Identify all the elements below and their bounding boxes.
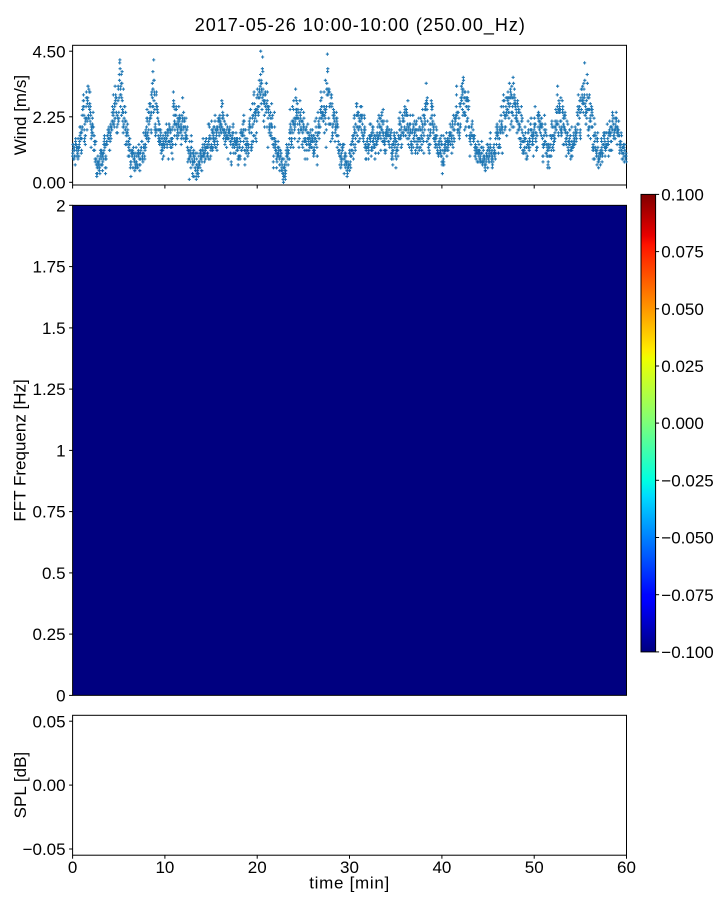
svg-text:−0.025: −0.025 xyxy=(661,471,713,490)
svg-text:time [min]: time [min] xyxy=(309,874,390,893)
svg-text:0.000: 0.000 xyxy=(661,414,704,433)
svg-text:Wind [m/s]: Wind [m/s] xyxy=(11,75,30,155)
svg-text:4.50: 4.50 xyxy=(33,42,66,61)
svg-text:0.5: 0.5 xyxy=(42,564,66,583)
svg-text:1.75: 1.75 xyxy=(33,258,66,277)
svg-text:−0.05: −0.05 xyxy=(23,840,66,859)
svg-text:0.025: 0.025 xyxy=(661,357,704,376)
svg-text:2: 2 xyxy=(56,196,65,215)
svg-text:−0.075: −0.075 xyxy=(661,586,713,605)
svg-text:0.05: 0.05 xyxy=(33,712,66,731)
svg-text:0.75: 0.75 xyxy=(33,503,66,522)
svg-text:0.00: 0.00 xyxy=(33,174,66,193)
svg-text:0.100: 0.100 xyxy=(661,186,704,205)
svg-text:40: 40 xyxy=(432,858,451,877)
svg-text:0: 0 xyxy=(56,687,65,706)
svg-text:0: 0 xyxy=(68,858,77,877)
svg-text:1: 1 xyxy=(56,442,65,461)
svg-text:0.25: 0.25 xyxy=(33,625,66,644)
svg-text:0.00: 0.00 xyxy=(33,776,66,795)
svg-text:1.5: 1.5 xyxy=(42,319,66,338)
svg-text:−0.050: −0.050 xyxy=(661,529,713,548)
svg-text:20: 20 xyxy=(248,858,267,877)
svg-text:10: 10 xyxy=(155,858,174,877)
svg-text:0.075: 0.075 xyxy=(661,243,704,262)
svg-text:0.050: 0.050 xyxy=(661,300,704,319)
svg-text:2.25: 2.25 xyxy=(33,108,66,127)
svg-text:FFT Frequenz [Hz]: FFT Frequenz [Hz] xyxy=(11,379,30,521)
svg-text:30: 30 xyxy=(340,858,359,877)
svg-text:60: 60 xyxy=(617,858,636,877)
svg-text:−0.100: −0.100 xyxy=(661,643,713,662)
svg-text:2017-05-26 10:00-10:00 (250.00: 2017-05-26 10:00-10:00 (250.00_Hz) xyxy=(195,15,526,36)
svg-text:1.25: 1.25 xyxy=(33,380,66,399)
svg-text:SPL [dB]: SPL [dB] xyxy=(11,752,30,818)
svg-text:50: 50 xyxy=(525,858,544,877)
